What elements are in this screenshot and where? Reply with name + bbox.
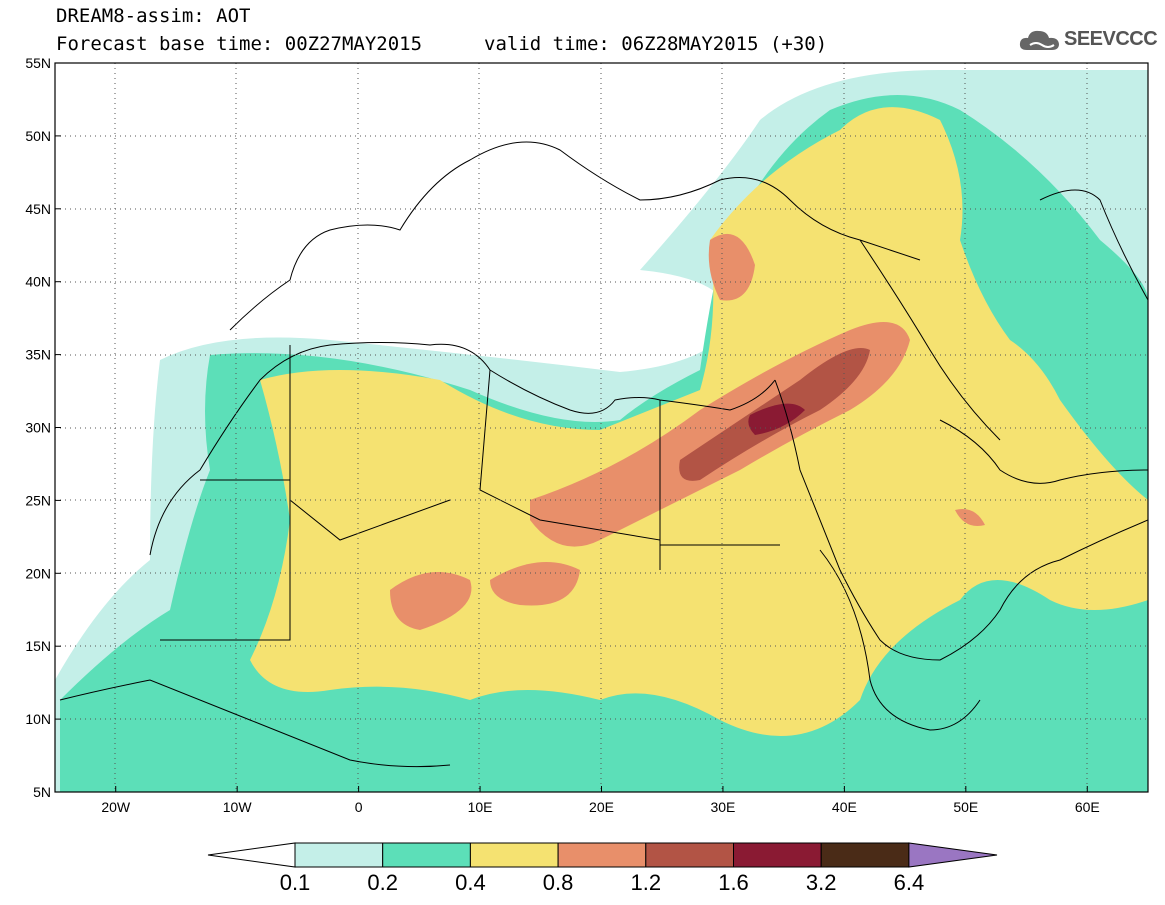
chart-title: DREAM8-assim: AOT [56,5,251,27]
seevccc-logo: SEEVCCC [1018,26,1158,56]
colorbar-segment [820,842,910,868]
lat-tick-label: 25N [25,492,51,508]
lat-tick-labels: 55N 50N 45N 40N 35N 30N 25N 20N 15N 10N 5N [25,55,61,800]
cloud-icon [1019,30,1059,50]
colorbar-label: 0.8 [542,870,574,895]
colorbar-label: 6.4 [893,870,925,895]
colorbar-label: 0.1 [279,870,311,895]
colorbar-label: 0.4 [455,870,486,895]
lat-tick-label: 15N [25,638,51,654]
lat-tick-label: 35N [25,347,51,363]
colorbar-segment [645,842,734,868]
forecast-base-time: Forecast base time: 00Z27MAY2015 [56,33,423,55]
colorbar-label: 1.6 [718,870,749,895]
lat-tick-label: 45N [25,201,51,217]
colorbar-label: 0.2 [367,870,398,895]
colorbar [207,842,998,868]
colorbar-segment [469,842,559,868]
colorbar-over-arrow [908,842,998,868]
colorbar-segment [733,842,822,868]
colorbar-segment [557,842,647,868]
lon-tick-label: 60E [1075,799,1100,815]
lat-tick-label: 10N [25,711,51,727]
colorbar-under-arrow [207,842,296,868]
lat-tick-label: 40N [25,274,51,290]
lat-tick-label: 55N [25,55,51,71]
aot-field [55,70,1148,792]
colorbar-label: 1.2 [630,870,662,895]
gridlines [55,63,1148,792]
lon-tick-label: 30E [710,799,735,815]
coastlines [59,141,1148,768]
lat-tick-label: 30N [25,420,51,436]
valid-time: valid time: 06Z28MAY2015 (+30) [484,33,828,55]
lon-tick-label: 20W [101,799,131,815]
lon-tick-label: 20E [589,799,614,815]
lon-tick-labels: 20W 10W 0 10E 20E 30E 40E 50E 60E [101,786,1100,815]
lat-tick-label: 50N [25,128,51,144]
lat-tick-label: 5N [33,784,51,800]
lon-tick-label: 10W [223,799,253,815]
colorbar-segment [294,842,384,868]
logo-text: SEEVCCC [1064,28,1158,50]
lon-tick-label: 50E [953,799,978,815]
lat-tick-label: 20N [25,565,51,581]
lon-tick-label: 0 [355,799,363,815]
lon-tick-label: 40E [832,799,857,815]
colorbar-label: 3.2 [805,870,837,895]
lon-tick-label: 10E [468,799,493,815]
colorbar-segment [382,842,471,868]
